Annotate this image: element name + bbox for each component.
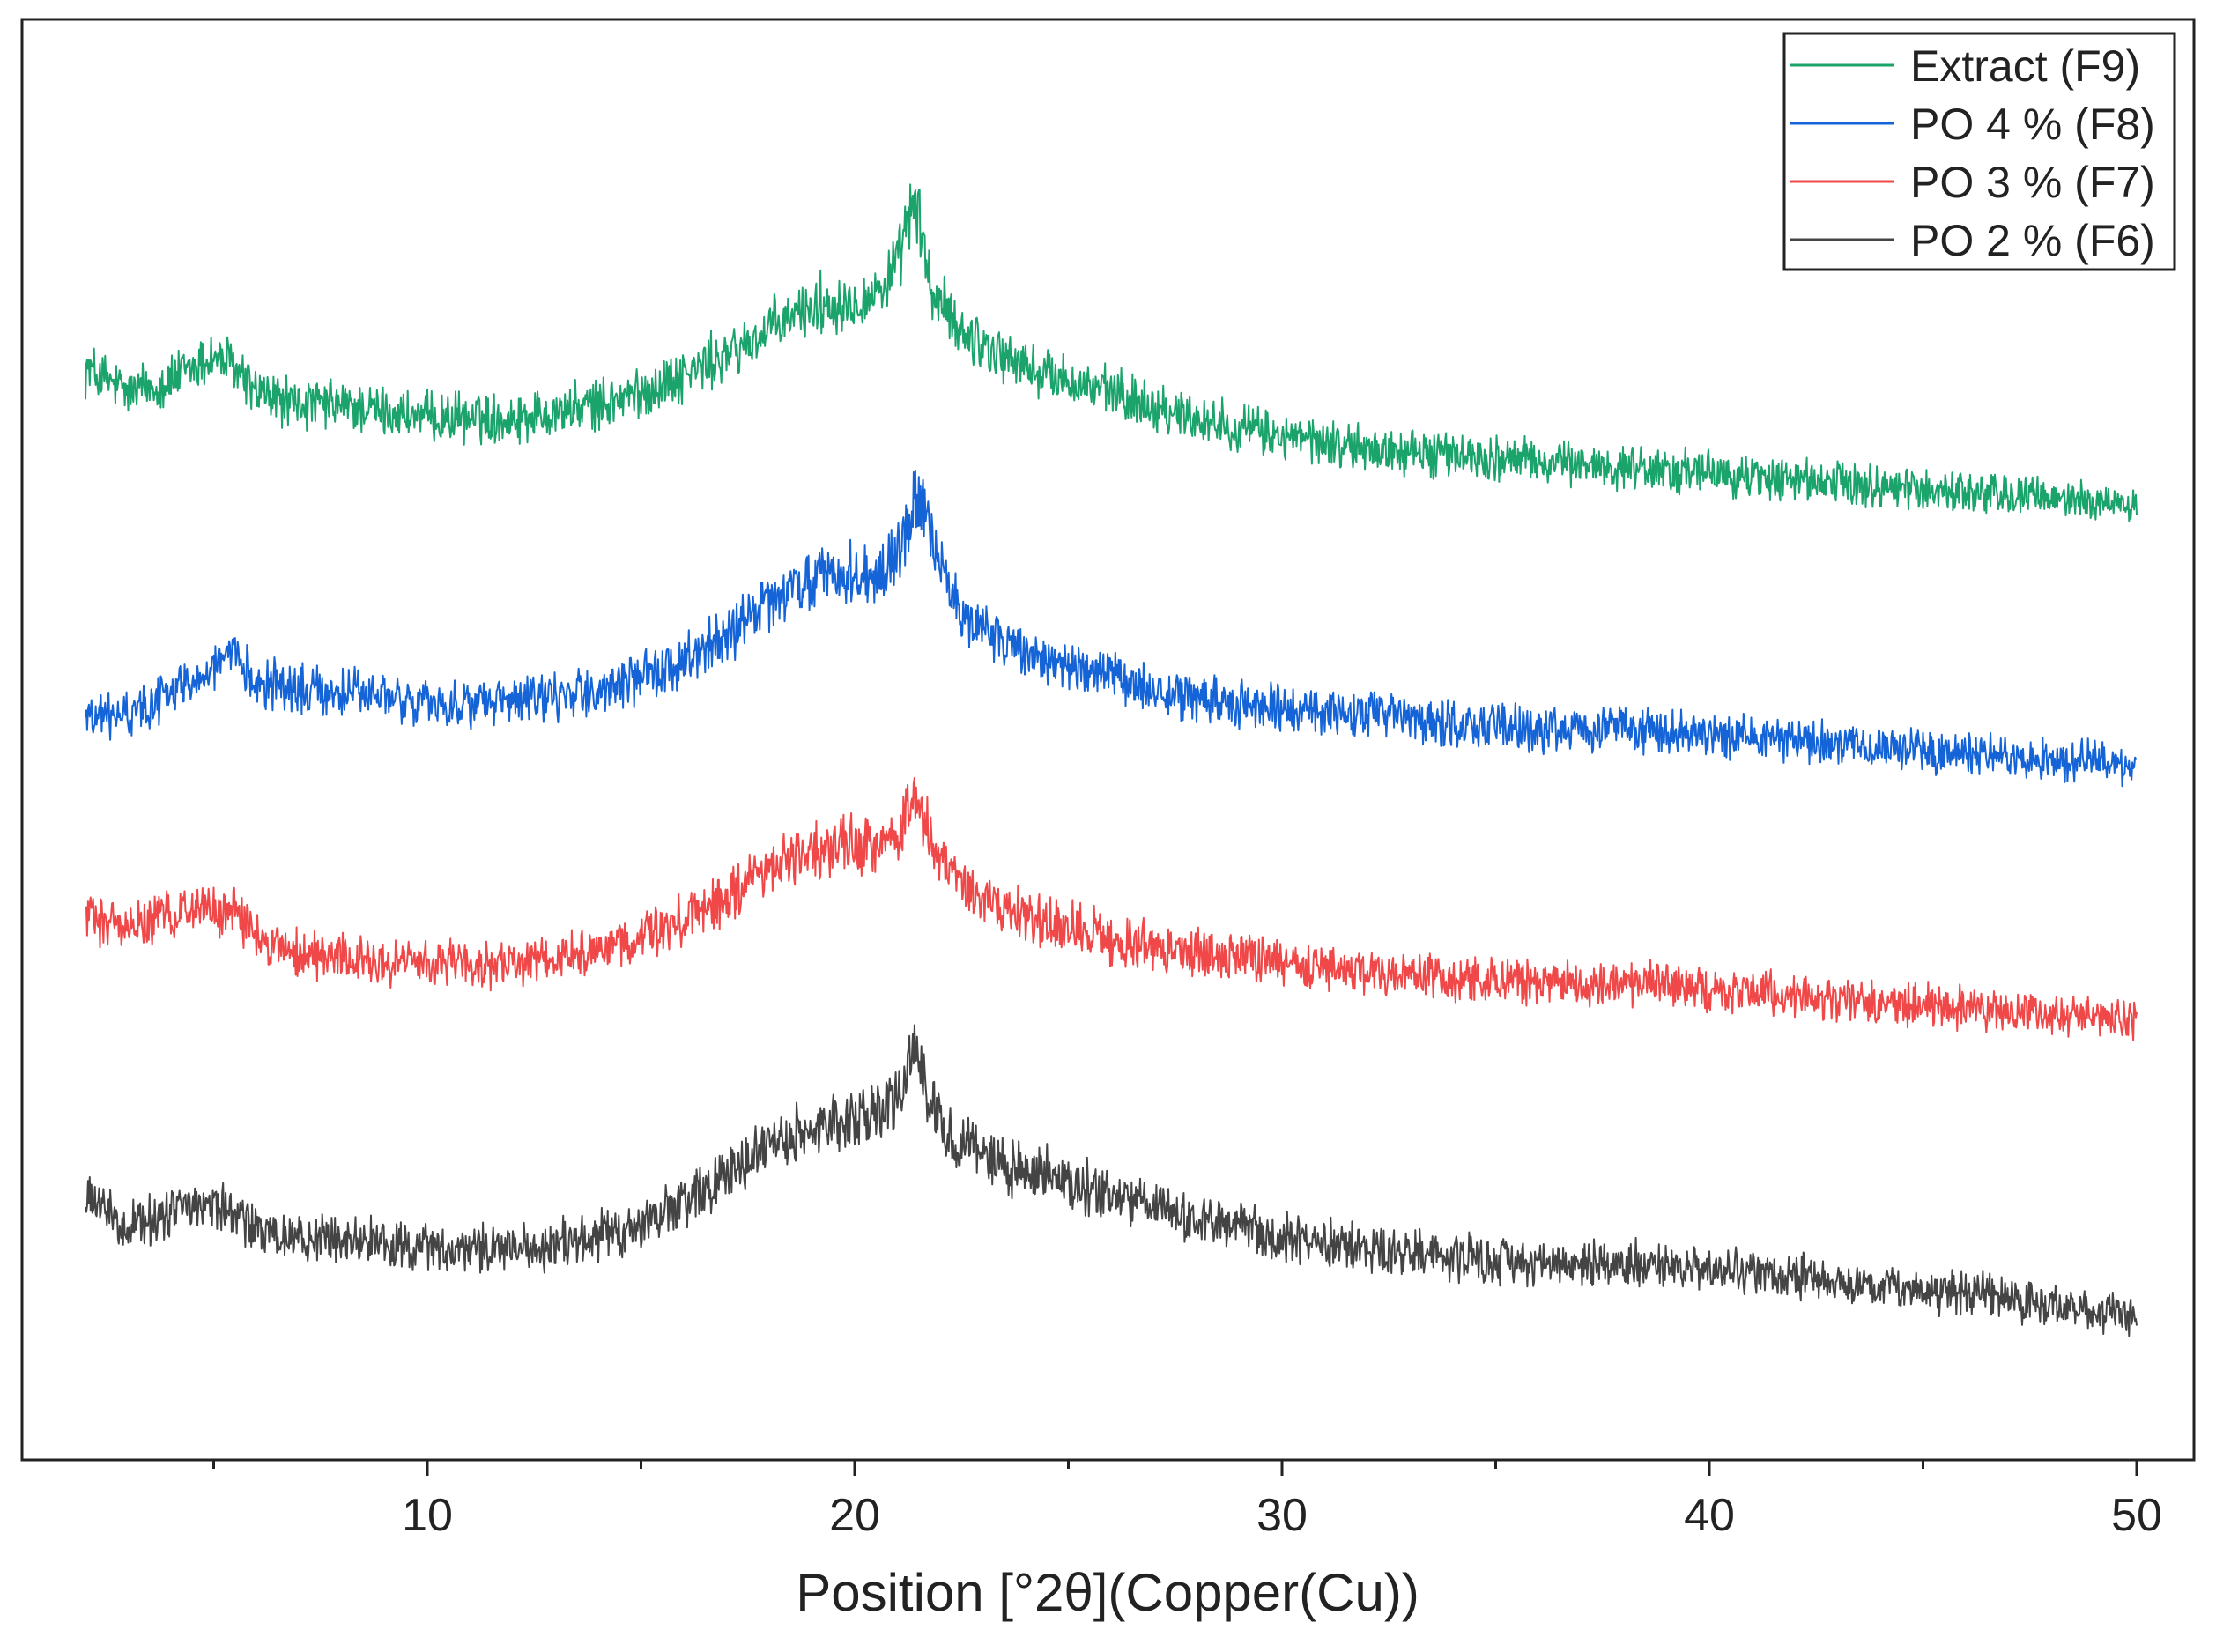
legend-item-1: Extract (F9) [1790,41,2140,91]
x-tick-label-4: 40 [1684,1490,1735,1541]
legend-label-3: PO 3 % (F7) [1910,158,2155,207]
x-tick-label-1: 10 [402,1490,453,1541]
series-line-4 [85,1024,2138,1337]
legend: Extract (F9) PO 4 % (F8) PO 3 % (F7) PO … [1782,32,2176,271]
legend-item-2: PO 4 % (F8) [1790,100,2155,149]
x-axis-ticks: 10 20 30 40 50 [212,1460,2162,1541]
x-tick-label-5: 50 [2111,1490,2162,1541]
legend-label-2: PO 4 % (F8) [1910,100,2155,149]
x-tick-label-2: 20 [829,1490,880,1541]
plot-frame [20,18,2196,1462]
x-axis-label: Position [°2θ](Copper(Cu)) [796,1563,1419,1622]
legend-item-3: PO 3 % (F7) [1790,158,2155,207]
x-tick-label-3: 30 [1256,1490,1308,1541]
series-line-2 [85,470,2138,788]
series-line-1 [85,183,2138,522]
legend-label-1: Extract (F9) [1910,41,2140,91]
legend-box [1782,32,2176,271]
series-line-3 [85,776,2138,1041]
series-layer [85,183,2138,1337]
legend-item-4: PO 2 % (F6) [1790,216,2155,265]
legend-label-4: PO 2 % (F6) [1910,216,2155,265]
